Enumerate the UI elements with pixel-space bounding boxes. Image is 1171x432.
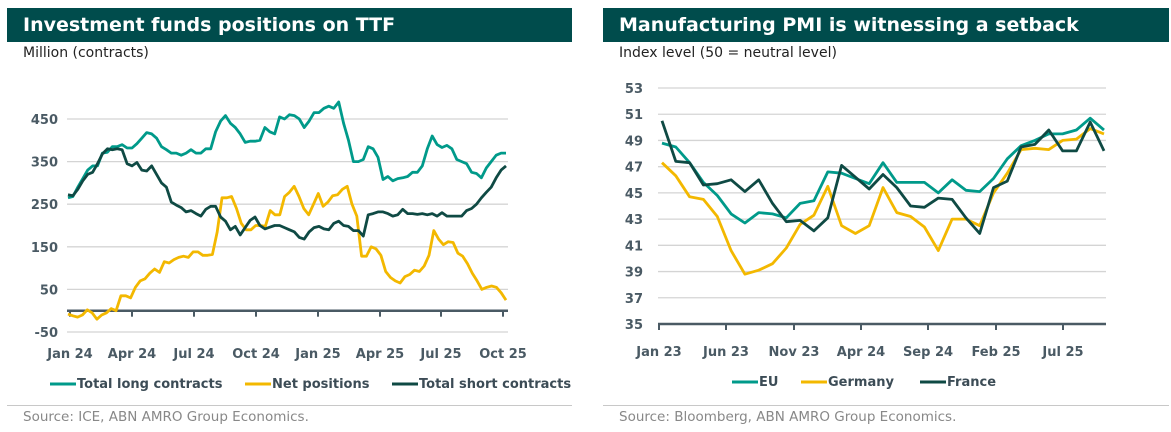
source-note: Source: ICE, ABN AMRO Group Economics. — [23, 409, 309, 425]
y-tick-label: 51 — [625, 108, 643, 123]
y-tick-label: 150 — [31, 241, 58, 256]
ttf-positions-chart: -50 50 150 250 350 450 Jan 24 Apr 24 Jul 24 Oct 2… — [31, 100, 571, 392]
y-tick-label: 49 — [625, 134, 643, 149]
x-tick-label: Jul 24 — [172, 347, 214, 362]
legend-label: France — [947, 375, 996, 390]
divider — [603, 405, 1169, 406]
y-tick-label: 45 — [625, 187, 643, 202]
source-note: Source: Bloomberg, ABN AMRO Group Econom… — [619, 409, 957, 425]
series-line-total-long-contracts — [67, 100, 506, 200]
ttf-positions-panel: Investment funds positions on TTF Millio… — [0, 0, 580, 432]
divider — [7, 405, 572, 406]
chart-title: Investment funds positions on TTF — [7, 8, 572, 42]
x-tick-label: Jan 25 — [294, 347, 340, 362]
y-tick-label: 450 — [31, 113, 58, 128]
x-tick-label: Oct 25 — [479, 347, 527, 362]
x-tick-label: Jan 24 — [46, 347, 92, 362]
y-tick-label: 39 — [625, 266, 643, 281]
x-tick-label: Apr 25 — [356, 347, 404, 362]
y-tick-label: 35 — [625, 318, 643, 333]
series-line-eu — [661, 116, 1105, 225]
y-tick-label: -50 — [35, 326, 59, 341]
series-line-net-positions — [67, 184, 508, 321]
series-line-germany — [661, 127, 1105, 276]
y-tick-label: 53 — [625, 82, 643, 97]
x-tick-label: Jan 23 — [635, 345, 681, 360]
x-tick-label: Jul 25 — [1041, 345, 1083, 360]
pmi-panel: Manufacturing PMI is witnessing a setbac… — [600, 0, 1171, 432]
chart-subtitle: Index level (50 = neutral level) — [619, 45, 837, 61]
chart-title: Manufacturing PMI is witnessing a setbac… — [603, 8, 1169, 42]
legend-label: Total long contracts — [77, 377, 223, 392]
x-tick-label: Feb 25 — [971, 345, 1020, 360]
y-tick-label: 50 — [40, 283, 58, 298]
x-tick-label: Nov 23 — [769, 345, 820, 360]
series-line-total-short-contracts — [67, 147, 507, 241]
legend-label: EU — [759, 375, 778, 390]
series-line-france — [660, 120, 1106, 235]
y-tick-label: 250 — [31, 198, 58, 213]
legend-label: Net positions — [272, 377, 370, 392]
x-tick-label: Apr 24 — [108, 347, 156, 362]
x-tick-label: Apr 24 — [837, 345, 885, 360]
legend-label: Total short contracts — [419, 377, 571, 392]
y-tick-label: 37 — [625, 292, 643, 307]
chart-subtitle: Million (contracts) — [23, 45, 149, 61]
x-tick-label: Oct 24 — [232, 347, 280, 362]
y-tick-label: 350 — [31, 156, 58, 171]
x-tick-label: Sep 24 — [903, 345, 953, 360]
y-tick-label: 43 — [625, 213, 643, 228]
x-tick-label: Jun 23 — [702, 345, 749, 360]
y-tick-label: 41 — [625, 239, 643, 254]
pmi-chart: 35 37 39 41 43 45 47 49 51 53 Jan 23 Jun 23 Nov 23 Ap… — [625, 82, 1106, 390]
y-tick-label: 47 — [625, 161, 643, 176]
x-tick-label: Jul 25 — [419, 347, 461, 362]
legend-label: Germany — [828, 375, 894, 390]
